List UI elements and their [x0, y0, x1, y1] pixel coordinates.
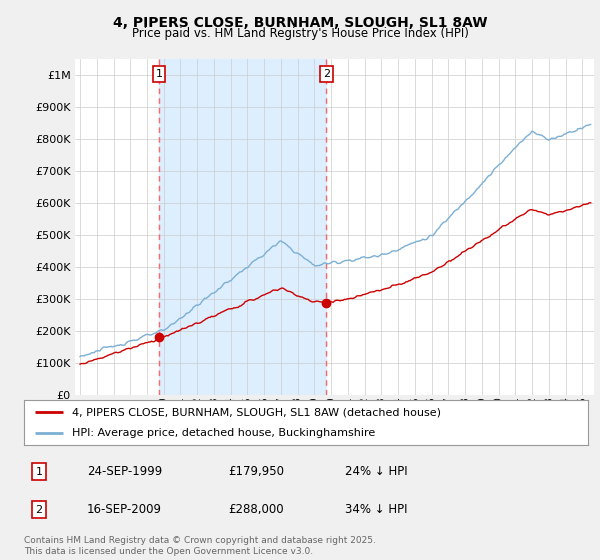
Text: 24-SEP-1999: 24-SEP-1999 [87, 465, 162, 478]
Text: 24% ↓ HPI: 24% ↓ HPI [345, 465, 407, 478]
Text: 16-SEP-2009: 16-SEP-2009 [87, 503, 162, 516]
Text: 2: 2 [323, 69, 330, 79]
Text: 1: 1 [35, 466, 43, 477]
Text: £179,950: £179,950 [228, 465, 284, 478]
Text: Price paid vs. HM Land Registry's House Price Index (HPI): Price paid vs. HM Land Registry's House … [131, 27, 469, 40]
Text: 2: 2 [35, 505, 43, 515]
Text: 34% ↓ HPI: 34% ↓ HPI [345, 503, 407, 516]
Bar [159, 59, 326, 395]
Text: £288,000: £288,000 [228, 503, 284, 516]
Text: Contains HM Land Registry data © Crown copyright and database right 2025.
This d: Contains HM Land Registry data © Crown c… [24, 536, 376, 556]
Text: 1: 1 [156, 69, 163, 79]
Text: 4, PIPERS CLOSE, BURNHAM, SLOUGH, SL1 8AW (detached house): 4, PIPERS CLOSE, BURNHAM, SLOUGH, SL1 8A… [72, 408, 441, 418]
Text: 4, PIPERS CLOSE, BURNHAM, SLOUGH, SL1 8AW: 4, PIPERS CLOSE, BURNHAM, SLOUGH, SL1 8A… [113, 16, 487, 30]
Text: HPI: Average price, detached house, Buckinghamshire: HPI: Average price, detached house, Buck… [72, 428, 375, 438]
